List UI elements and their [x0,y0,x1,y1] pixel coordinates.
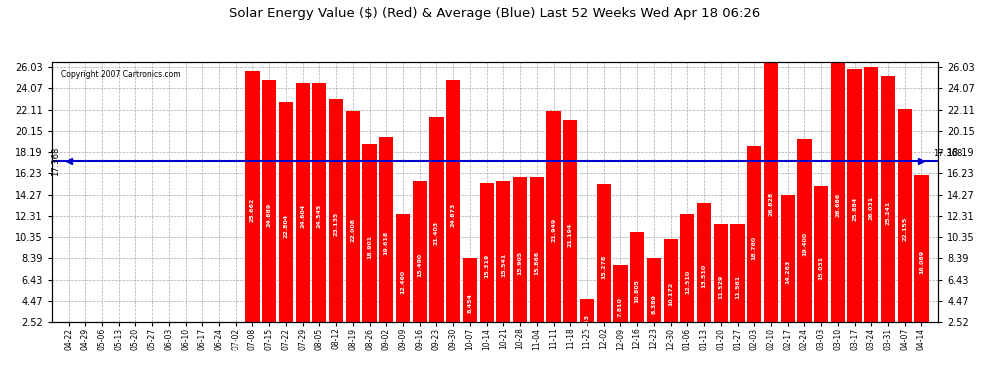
Bar [663,239,678,349]
Text: 7.810: 7.810 [618,297,623,317]
Bar [296,82,310,349]
Bar [864,67,878,349]
Bar [747,146,761,349]
Bar [346,111,360,349]
Bar [597,184,611,349]
Text: 26.031: 26.031 [869,196,874,220]
Bar [764,58,778,349]
Text: 24.604: 24.604 [300,204,305,228]
Text: 18.901: 18.901 [367,235,372,259]
Bar [731,224,744,349]
Bar [881,76,895,349]
Bar [680,214,694,349]
Text: 8.454: 8.454 [467,294,472,314]
Bar [580,299,594,349]
Bar [446,80,460,349]
Text: 24.889: 24.889 [266,202,271,226]
Bar [279,102,293,349]
Bar [847,69,861,349]
Bar [546,111,560,349]
Text: 24.545: 24.545 [317,204,322,228]
Bar [430,117,444,349]
Bar [396,214,410,349]
Text: 23.135: 23.135 [334,212,339,236]
Text: 21.949: 21.949 [551,218,556,243]
Text: 15.319: 15.319 [484,254,489,278]
Bar [329,99,344,349]
Bar [697,203,711,349]
Bar [630,232,644,349]
Text: Solar Energy Value ($) (Red) & Average (Blue) Last 52 Weeks Wed Apr 18 06:26: Solar Energy Value ($) (Red) & Average (… [230,8,760,21]
Text: 10.172: 10.172 [668,282,673,306]
Bar [379,136,393,349]
Text: 25.662: 25.662 [250,198,255,222]
Text: Copyright 2007 Cartronics.com: Copyright 2007 Cartronics.com [60,69,180,78]
Text: 12.510: 12.510 [685,269,690,294]
Bar [646,258,661,349]
Text: 19.618: 19.618 [384,231,389,255]
Bar [915,175,929,349]
Text: 16.089: 16.089 [919,250,924,274]
Bar [479,183,494,349]
Text: 15.541: 15.541 [501,253,506,277]
Text: 12.460: 12.460 [401,270,406,294]
Bar [496,181,511,349]
Bar [413,182,427,349]
Text: 21.403: 21.403 [434,221,439,245]
Bar [312,83,327,349]
Bar [714,224,728,349]
Text: 14.263: 14.263 [785,260,790,284]
Text: 18.780: 18.780 [751,236,756,260]
Bar [513,177,528,349]
Bar [797,139,812,349]
Text: 8.389: 8.389 [651,294,656,314]
Bar [246,71,259,349]
Text: 22.155: 22.155 [902,217,907,242]
Text: 17.368: 17.368 [934,149,962,158]
Text: 15.905: 15.905 [518,251,523,275]
Bar [780,195,795,349]
Bar [229,345,243,349]
Bar [362,144,376,349]
Bar [563,120,577,349]
Bar [898,109,912,349]
Text: 25.884: 25.884 [852,197,857,221]
Text: 26.686: 26.686 [836,192,841,217]
Text: 26.828: 26.828 [768,192,773,216]
Text: 4.653: 4.653 [584,314,589,334]
Bar [614,265,628,349]
Text: 15.866: 15.866 [535,251,540,275]
Text: 25.241: 25.241 [885,200,891,225]
Bar [831,60,845,349]
Bar [262,80,276,349]
Text: 10.805: 10.805 [635,279,640,303]
Text: 13.510: 13.510 [702,264,707,288]
Text: 19.400: 19.400 [802,232,807,256]
Bar [530,177,544,349]
Text: 21.194: 21.194 [567,222,573,246]
Text: 11.561: 11.561 [735,274,740,299]
Text: 11.529: 11.529 [719,274,724,299]
Text: 17.368: 17.368 [51,146,60,176]
Text: 15.490: 15.490 [417,253,423,278]
Text: 15.031: 15.031 [819,256,824,280]
Text: 22.008: 22.008 [350,218,355,242]
Text: 24.873: 24.873 [450,202,455,226]
Bar [462,258,477,349]
Text: 15.278: 15.278 [601,254,606,279]
Text: 22.804: 22.804 [283,214,288,238]
Text: 0.357: 0.357 [234,338,239,357]
Bar [814,186,829,349]
